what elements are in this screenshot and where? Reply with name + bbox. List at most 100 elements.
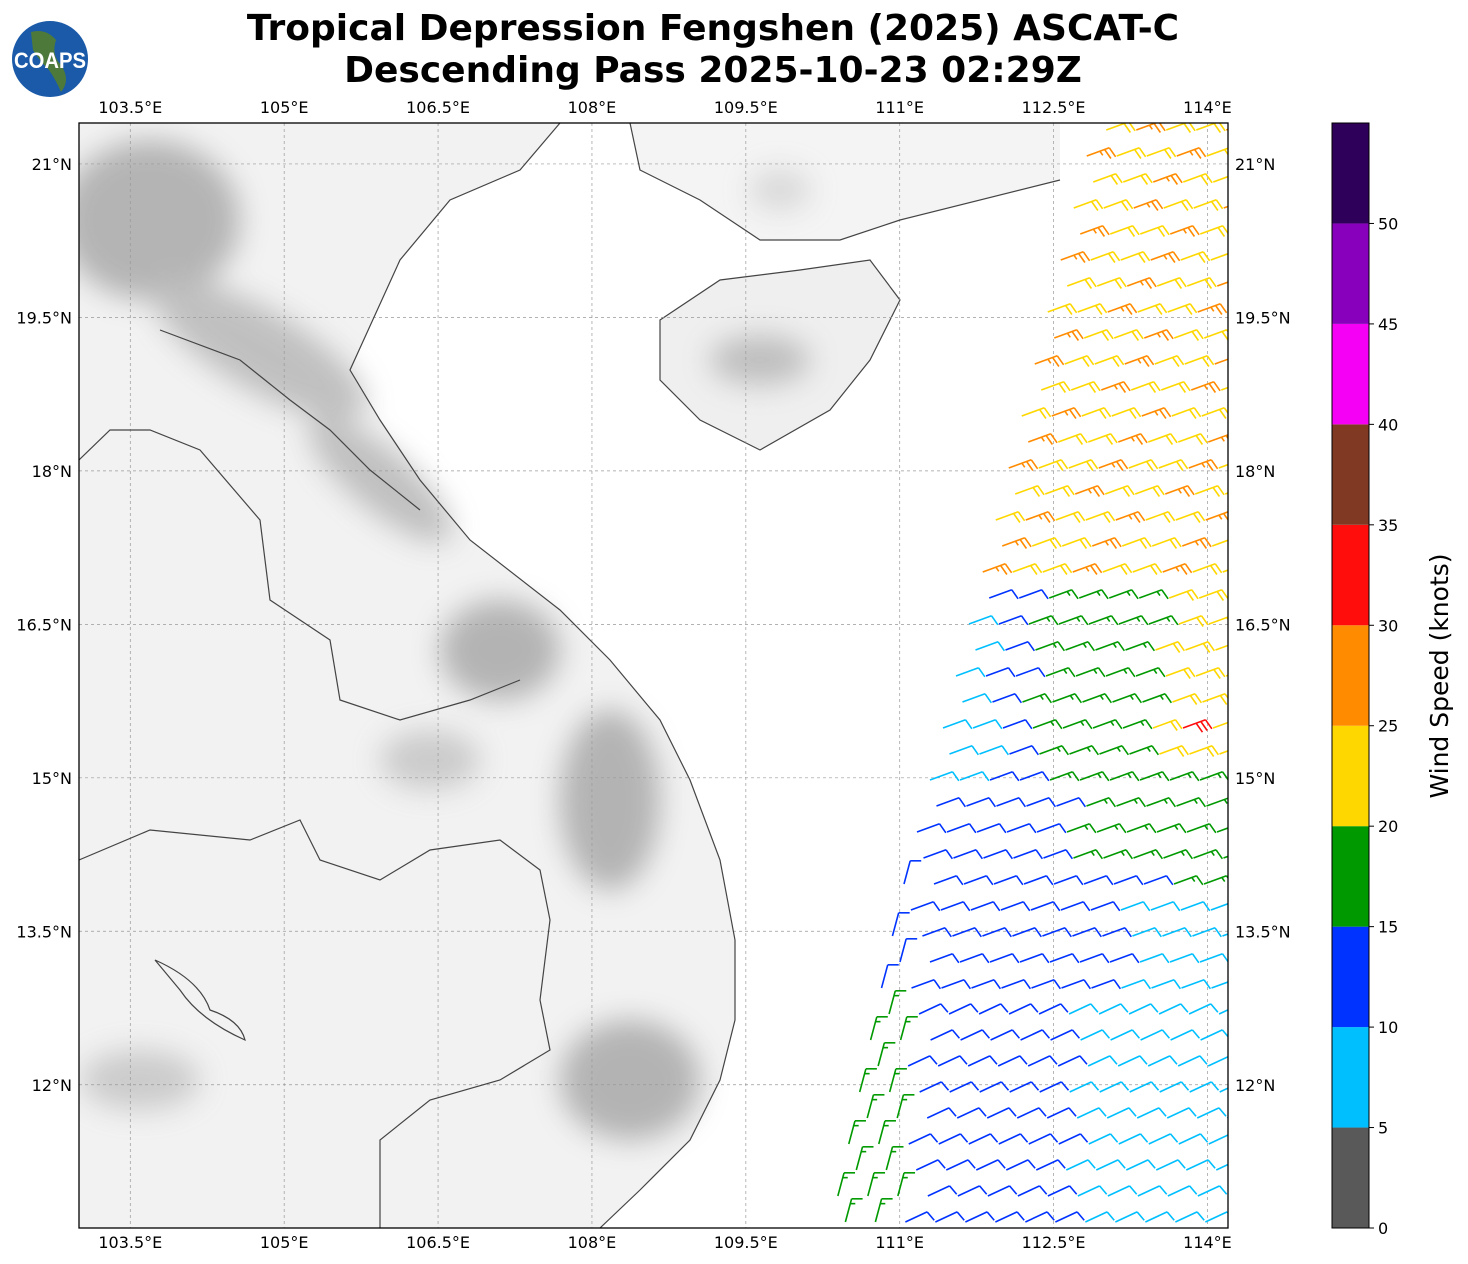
wind-barb: [1005, 641, 1036, 652]
wind-barb: [967, 1055, 998, 1067]
colorbar-segment: [1332, 424, 1369, 525]
wind-barb: [1122, 719, 1153, 730]
lon-tick-label: 112.5°E: [1022, 1233, 1086, 1252]
graticule: [79, 123, 1228, 1228]
wind-barb: [1222, 933, 1228, 937]
wind-barb: [1126, 823, 1157, 834]
wind-barb: [938, 1133, 969, 1145]
wind-barb: [1212, 175, 1228, 183]
wind-barb: [1027, 433, 1058, 445]
wind-barb: [1192, 563, 1223, 575]
wind-barb: [1137, 303, 1168, 315]
wind-barb: [962, 693, 993, 704]
wind-barb: [903, 860, 922, 885]
wind-barb: [1118, 615, 1149, 626]
wind-barb: [1211, 539, 1228, 547]
wind-barb: [1078, 589, 1109, 600]
wind-barb: [995, 1211, 1025, 1223]
wind-barb: [1177, 433, 1208, 445]
wind-barb: [1162, 563, 1193, 575]
wind-barb: [905, 1211, 935, 1223]
wind-barb: [1155, 1159, 1186, 1171]
wind-barb: [923, 849, 954, 860]
wind-barb: [1181, 537, 1212, 549]
lon-tick-label: 106.5°E: [406, 1233, 470, 1252]
wind-barb: [1022, 693, 1053, 704]
wind-barb: [1148, 615, 1179, 626]
colorbar-label: Wind Speed (knots): [1425, 553, 1454, 799]
wind-barb: [979, 745, 1010, 756]
wind-barb: [1172, 693, 1203, 705]
wind-barb: [1085, 1211, 1115, 1223]
lat-tick-label: 19.5°N: [16, 308, 72, 327]
wind-barb: [1168, 589, 1199, 601]
wind-barb: [1229, 590, 1258, 601]
wind-barb: [1077, 1185, 1108, 1197]
wind-barb: [1198, 589, 1228, 601]
wind-barb: [1032, 719, 1063, 730]
wind-barb: [1116, 147, 1147, 159]
wind-barb: [1031, 979, 1062, 990]
wind-barb: [1039, 1081, 1070, 1093]
wind-barb: [1082, 693, 1113, 704]
wind-barb: [989, 953, 1020, 964]
wind-barb: [1095, 1159, 1126, 1171]
chart-title: Tropical Depression Fengshen (2025) ASCA…: [246, 8, 1180, 49]
wind-barb: [1112, 693, 1143, 704]
wind-barb: [1155, 641, 1186, 653]
wind-barb: [1035, 1159, 1066, 1171]
wind-barb: [1105, 667, 1136, 678]
wind-barb: [1162, 927, 1192, 938]
wind-barb: [926, 1107, 957, 1119]
wind-barbs: [837, 123, 1259, 1223]
wind-barb: [1230, 954, 1259, 963]
wind-barb: [1120, 251, 1151, 263]
wind-barb: [1068, 459, 1099, 471]
wind-barb: [1210, 902, 1228, 911]
wind-barb: [1196, 1107, 1227, 1119]
wind-barb: [1156, 277, 1187, 289]
wind-barb: [1199, 225, 1228, 237]
wind-barb: [1019, 953, 1050, 964]
svg-text:COAPS: COAPS: [14, 48, 86, 73]
wind-barb: [1214, 358, 1228, 365]
wind-barb: [1158, 1003, 1189, 1015]
wind-barb: [1019, 771, 1050, 782]
wind-barb: [1148, 1133, 1179, 1145]
wind-barb: [1121, 979, 1152, 990]
wind-barb: [1025, 1211, 1055, 1223]
wind-barb: [1215, 644, 1228, 651]
wind-barb: [1151, 979, 1182, 990]
wind-barb: [1156, 823, 1187, 834]
wind-barb: [1189, 1081, 1220, 1093]
wind-barb: [1225, 128, 1228, 131]
wind-barb: [930, 1029, 961, 1041]
wind-barb: [955, 667, 986, 678]
lat-tick-label: 15°N: [1235, 769, 1275, 788]
wind-barb: [1031, 537, 1062, 549]
wind-barb: [1216, 827, 1228, 833]
wind-barb: [1122, 173, 1153, 185]
wind-barb: [1129, 1081, 1160, 1093]
wind-barb: [1062, 719, 1093, 730]
wind-barb: [1066, 823, 1097, 834]
wind-barb: [1186, 823, 1217, 834]
wind-barb: [1178, 1133, 1209, 1145]
wind-barb: [1173, 329, 1204, 341]
wind-barb: [937, 1055, 968, 1067]
wind-barb: [1133, 199, 1164, 211]
wind-barb: [1175, 511, 1206, 523]
wind-barb: [1135, 667, 1166, 678]
wind-barb: [1100, 381, 1131, 393]
wind-barb: [1098, 459, 1129, 471]
wind-barb: [998, 615, 1029, 626]
wind-barb: [1200, 1029, 1228, 1041]
wind-barb: [1044, 485, 1075, 497]
wind-barb: [908, 1133, 939, 1145]
wind-barb: [1038, 1003, 1069, 1015]
wind-barb: [1050, 1029, 1081, 1041]
lon-tick-label: 111°E: [875, 98, 924, 117]
wind-barb: [1152, 173, 1183, 185]
wind-barb: [1154, 355, 1185, 367]
wind-barb: [1028, 615, 1059, 626]
